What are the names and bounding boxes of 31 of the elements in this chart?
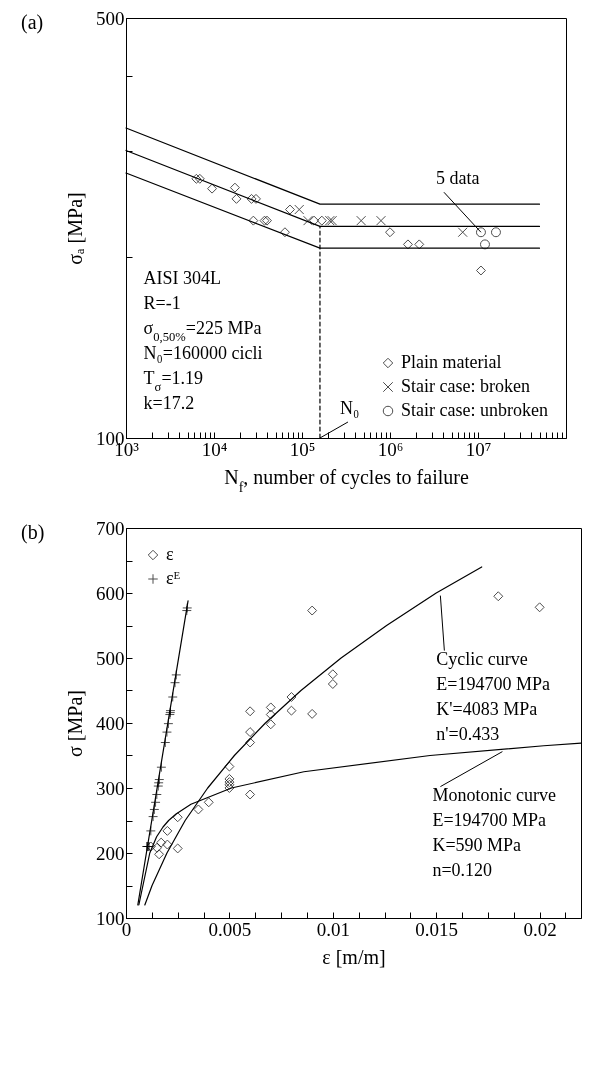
y-tick-label: 300 bbox=[96, 777, 125, 799]
annotation: 5 data bbox=[435, 168, 480, 189]
y-tick-label: 200 bbox=[96, 842, 125, 864]
x-axis-title: N$_{f}$, number of cycles to failure bbox=[224, 465, 469, 494]
text: AISI 304L R=-1 σ$_{0,50%}$=225 MPa N₀=160000 cicli T$_{σ}$=1.19 k=17.2 bbox=[143, 268, 263, 413]
annotation: Cyclic curve E=194700 MPa K'=4083 MPa n'=0.433 bbox=[436, 648, 551, 744]
legend-label: ε bbox=[166, 544, 174, 564]
x-tick-label: 10⁵ bbox=[289, 438, 316, 460]
x-tick-label: 10⁶ bbox=[377, 438, 404, 460]
chart-title: (b) bbox=[21, 521, 45, 544]
y-tick-label: 700 bbox=[96, 517, 125, 539]
y-tick-label: 600 bbox=[96, 582, 125, 604]
legend-label: Stair case: unbroken bbox=[401, 400, 548, 420]
y-axis-title: σ [MPa] bbox=[64, 690, 86, 757]
y-axis-title: σₐ [MPa] bbox=[64, 192, 86, 265]
x-tick-label: 10⁴ bbox=[201, 438, 228, 460]
x-tick-label: 0.015 bbox=[415, 918, 459, 940]
annotation: Monotonic curve E=194700 MPa K=590 MPa n=0.120 bbox=[432, 784, 556, 880]
x-tick-label: 0.005 bbox=[208, 918, 252, 940]
x-axis-title: ε [m/m] bbox=[322, 945, 386, 968]
legend-label: εᴱ bbox=[166, 568, 181, 588]
annotation: N₀ bbox=[339, 398, 360, 418]
chart-title: (a) bbox=[21, 11, 44, 34]
x-tick-label: 0.01 bbox=[316, 918, 350, 940]
x-tick-label: 10⁷ bbox=[465, 438, 492, 460]
y-tick-label: 400 bbox=[96, 712, 125, 734]
y-tick-label: 500 bbox=[96, 647, 125, 669]
y-tick-label: 500 bbox=[96, 7, 125, 29]
legend-label: Plain material bbox=[401, 352, 502, 372]
legend-label: Stair case: broken bbox=[401, 376, 530, 396]
x-tick-label: 0.02 bbox=[523, 918, 557, 940]
